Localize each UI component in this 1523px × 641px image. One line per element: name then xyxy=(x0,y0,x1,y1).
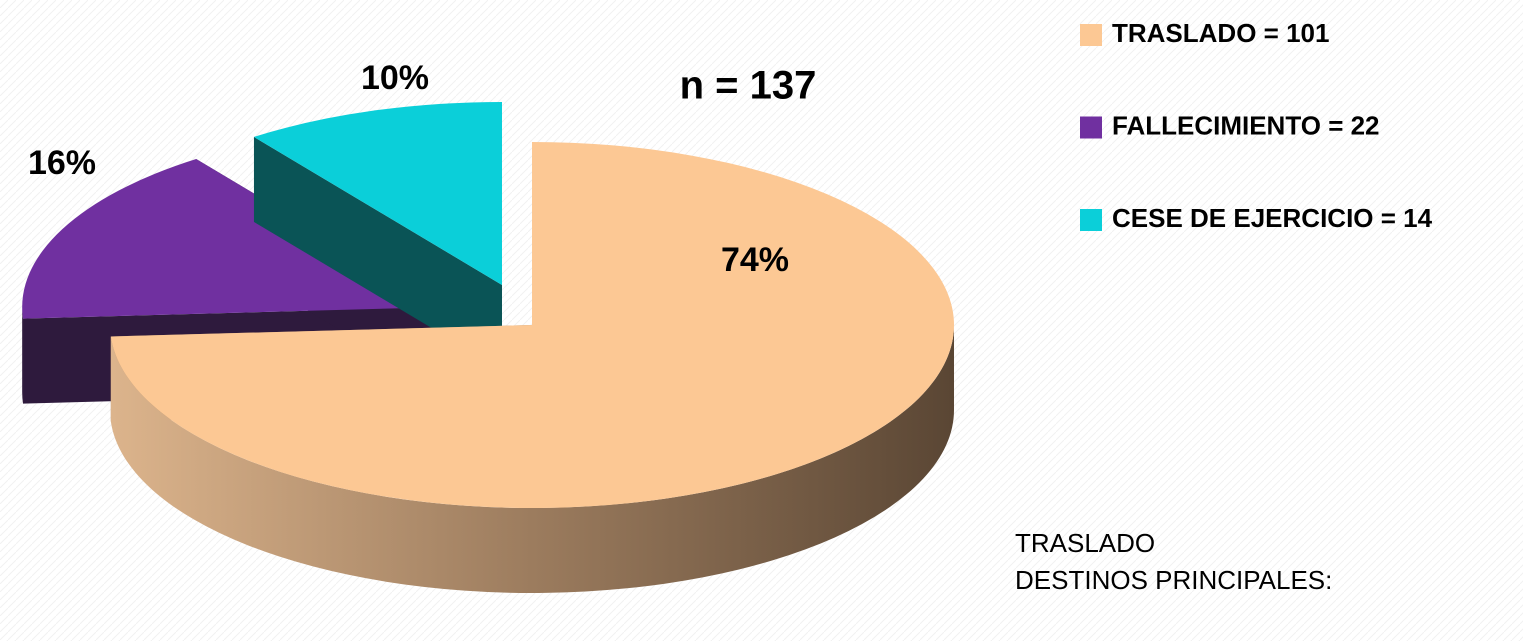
legend-label: CESE DE EJERCICIO = 14 xyxy=(1112,203,1433,233)
data-label: 74% xyxy=(721,241,789,279)
data-label: 10% xyxy=(361,59,429,97)
note-line: TRASLADO xyxy=(1015,528,1155,558)
legend-swatch xyxy=(1080,116,1102,139)
slice xyxy=(110,142,954,509)
data-label: 16% xyxy=(28,144,96,182)
note-line: DESTINOS PRINCIPALES: xyxy=(1015,565,1332,595)
slice xyxy=(253,101,503,285)
annotation: n = 137 xyxy=(680,64,817,108)
legend-swatch xyxy=(1080,24,1102,46)
slice xyxy=(22,159,445,319)
slice-side xyxy=(110,325,955,593)
legend-label: FALLECIMIENTO = 22 xyxy=(1112,110,1380,140)
legend-swatch xyxy=(1080,209,1102,231)
slice-side xyxy=(22,307,24,404)
pie xyxy=(22,101,955,593)
slice-wall xyxy=(253,136,503,370)
legend-label: TRASLADO = 101 xyxy=(1112,18,1329,48)
